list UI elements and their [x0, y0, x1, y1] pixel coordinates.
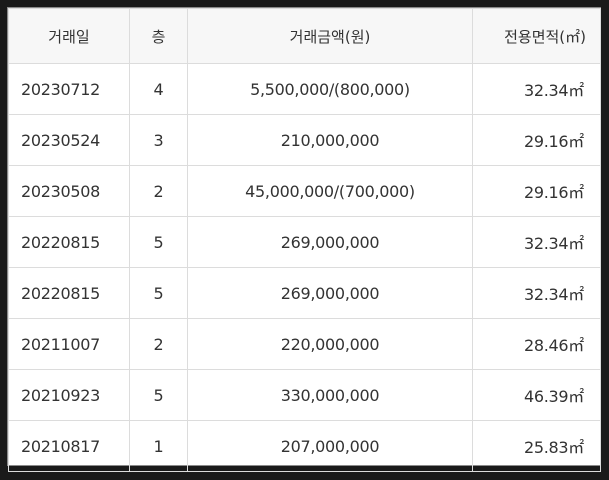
table-row: 20210923 5 330,000,000 46.39㎡ — [8, 369, 601, 421]
cell-price: 269,000,000 — [187, 216, 473, 268]
cell-price: 220,000,000 — [187, 318, 473, 370]
cell-floor: 2 — [129, 318, 188, 370]
table-row: 20210817 1 207,000,000 25.83㎡ — [8, 420, 601, 472]
header-price: 거래금액(원) — [187, 8, 473, 64]
cell-date: 20210817 — [8, 420, 130, 472]
table-row: 20230712 4 5,500,000/(800,000) 32.34㎡ — [8, 63, 601, 115]
header-area: 전용면적(㎡) — [472, 8, 601, 64]
transaction-table: 거래일 층 거래금액(원) 전용면적(㎡) 20230712 4 5,500,0… — [8, 8, 601, 472]
header-date: 거래일 — [8, 8, 130, 64]
table-row: 20230508 2 45,000,000/(700,000) 29.16㎡ — [8, 165, 601, 217]
cell-date: 20230712 — [8, 63, 130, 115]
cell-area: 32.34㎡ — [472, 63, 601, 115]
table-row: 20220815 5 269,000,000 32.34㎡ — [8, 216, 601, 268]
cell-area: 28.46㎡ — [472, 318, 601, 370]
table-row: 20220815 5 269,000,000 32.34㎡ — [8, 267, 601, 319]
cell-floor: 1 — [129, 420, 188, 472]
transaction-table-container: 거래일 층 거래금액(원) 전용면적(㎡) 20230712 4 5,500,0… — [7, 7, 601, 472]
cell-price: 45,000,000/(700,000) — [187, 165, 473, 217]
table-row: 20230524 3 210,000,000 29.16㎡ — [8, 114, 601, 166]
cell-date: 20220815 — [8, 216, 130, 268]
cell-price: 330,000,000 — [187, 369, 473, 421]
cell-price: 207,000,000 — [187, 420, 473, 472]
cell-date: 20220815 — [8, 267, 130, 319]
cell-date: 20230524 — [8, 114, 130, 166]
cell-area: 29.16㎡ — [472, 114, 601, 166]
cell-floor: 5 — [129, 216, 188, 268]
cell-area: 32.34㎡ — [472, 267, 601, 319]
header-floor: 층 — [129, 8, 188, 64]
table-row: 20211007 2 220,000,000 28.46㎡ — [8, 318, 601, 370]
cell-price: 5,500,000/(800,000) — [187, 63, 473, 115]
cell-area: 32.34㎡ — [472, 216, 601, 268]
cell-area: 46.39㎡ — [472, 369, 601, 421]
cell-area: 29.16㎡ — [472, 165, 601, 217]
cell-price: 210,000,000 — [187, 114, 473, 166]
cell-area: 25.83㎡ — [472, 420, 601, 472]
cell-floor: 4 — [129, 63, 188, 115]
cell-floor: 3 — [129, 114, 188, 166]
cell-price: 269,000,000 — [187, 267, 473, 319]
cell-date: 20210923 — [8, 369, 130, 421]
cell-date: 20211007 — [8, 318, 130, 370]
table-header-row: 거래일 층 거래금액(원) 전용면적(㎡) — [8, 8, 601, 64]
cell-floor: 5 — [129, 267, 188, 319]
cell-floor: 5 — [129, 369, 188, 421]
cell-date: 20230508 — [8, 165, 130, 217]
cell-floor: 2 — [129, 165, 188, 217]
